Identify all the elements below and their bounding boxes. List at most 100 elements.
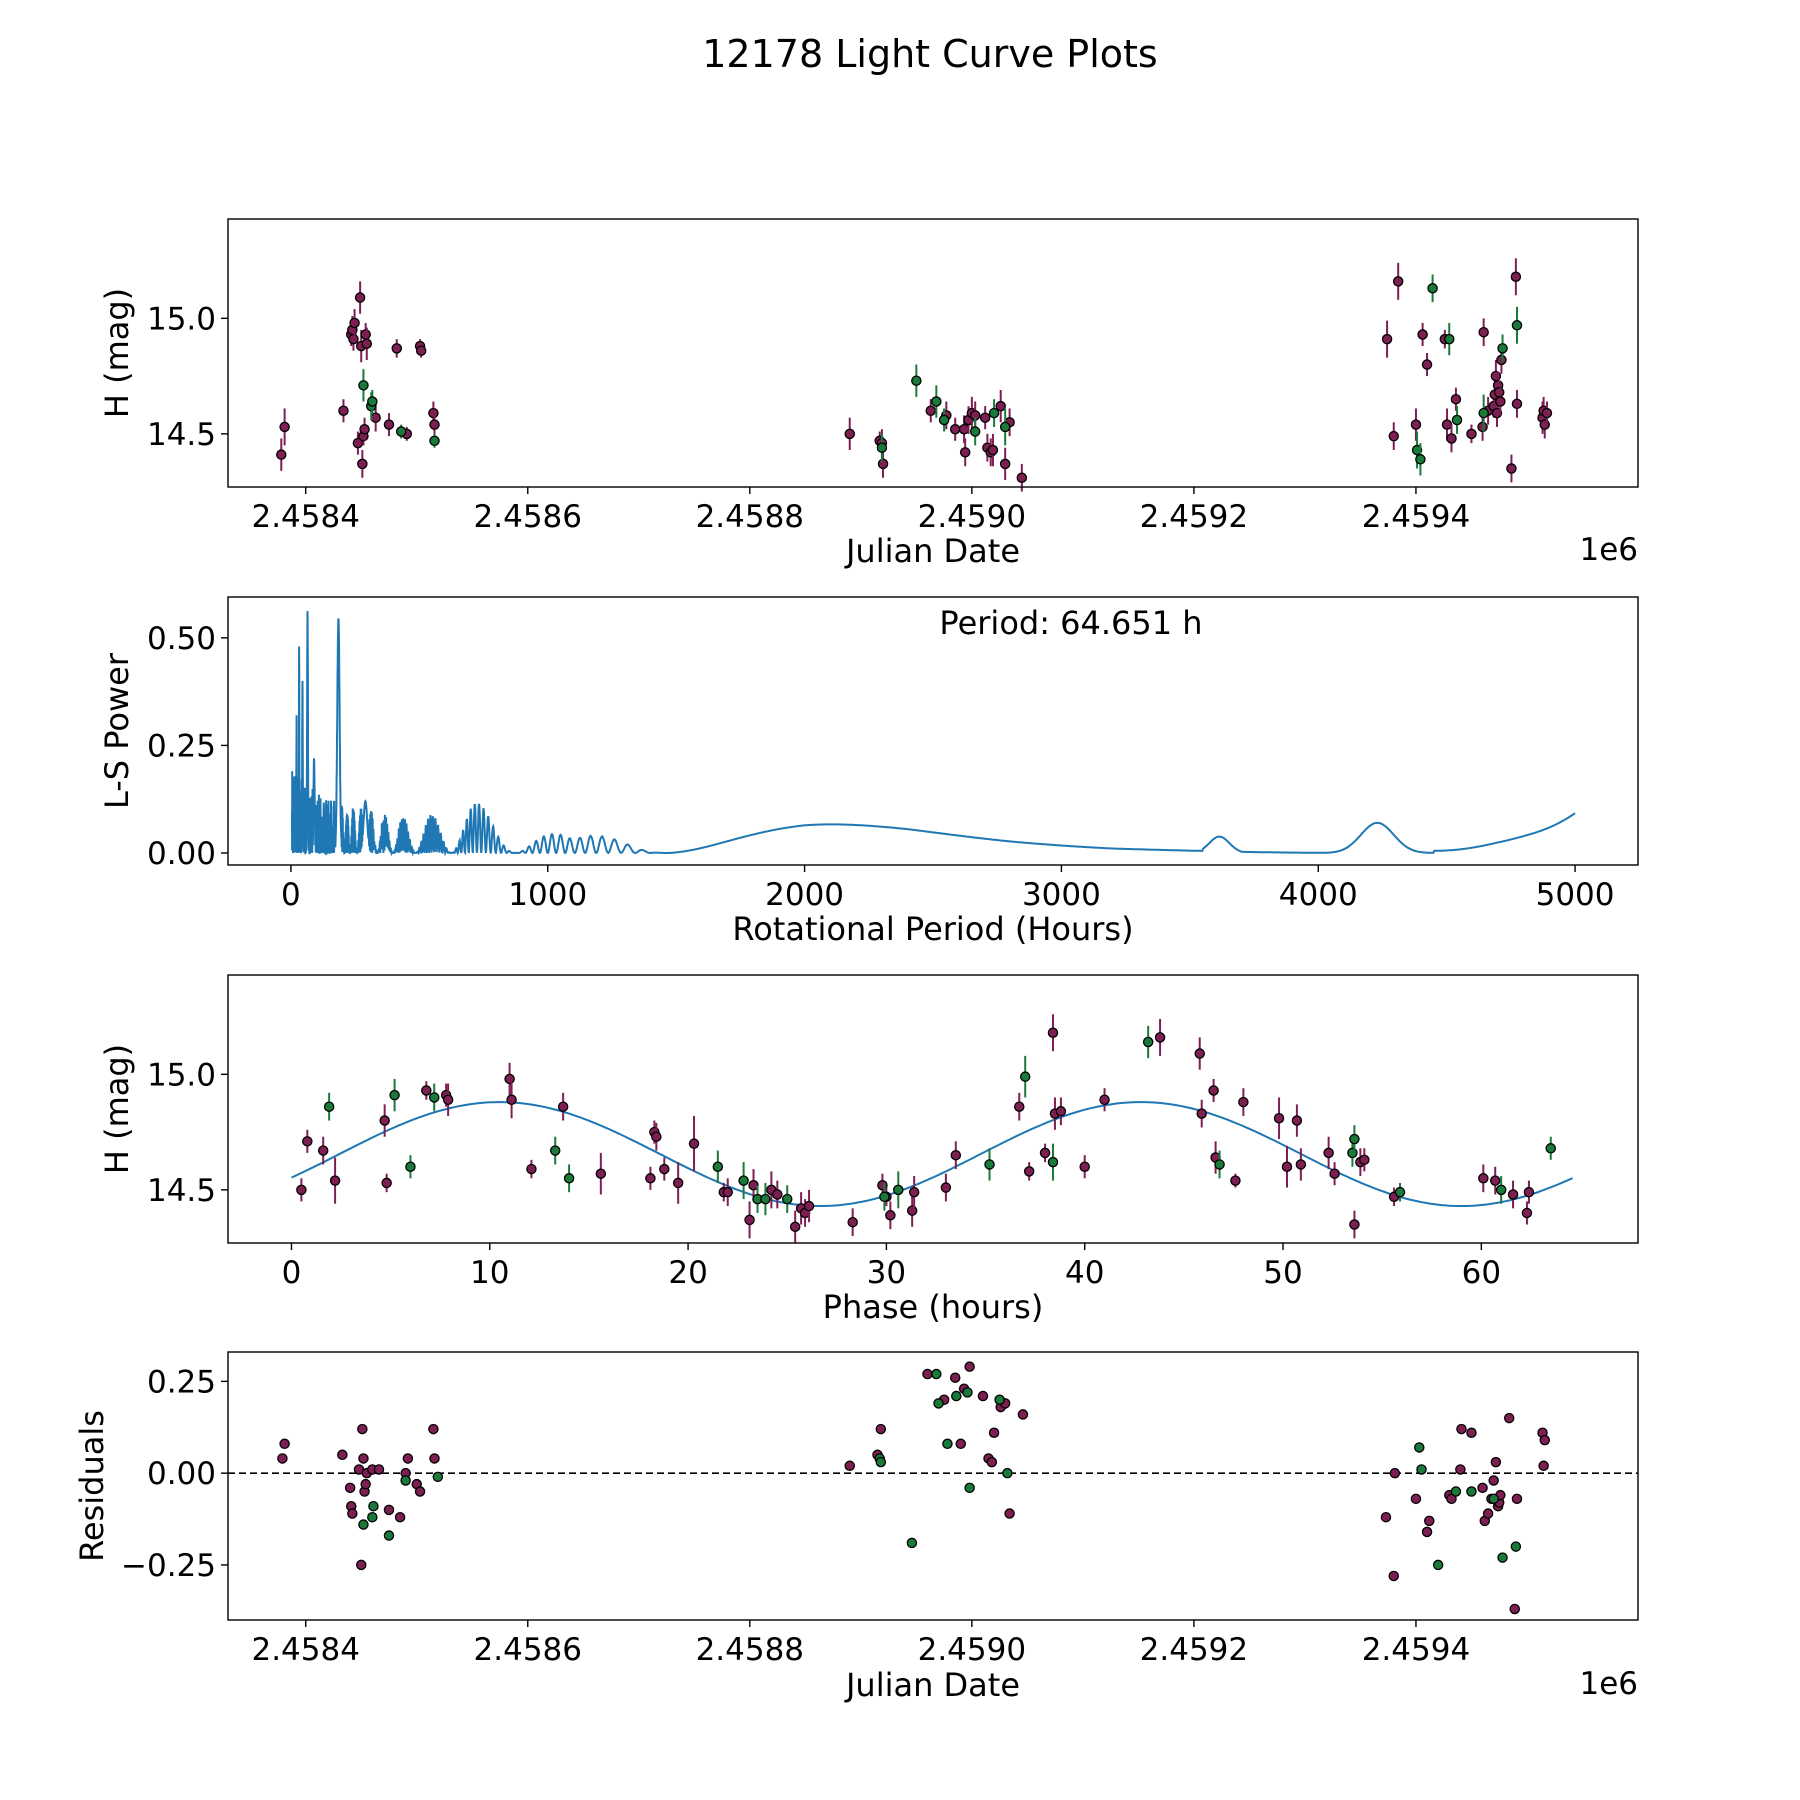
phased-point-green — [405, 1161, 416, 1173]
lightcurve-point-green — [931, 396, 942, 407]
lightcurve-point-magenta — [1392, 276, 1404, 287]
phased-point-green — [1545, 1143, 1556, 1154]
residuals-point-magenta — [1539, 1434, 1550, 1446]
lightcurve-point-magenta — [357, 458, 368, 470]
phased-point-magenta — [1047, 1027, 1059, 1039]
residuals-point-magenta — [1466, 1427, 1477, 1439]
residuals-point-magenta — [986, 1456, 998, 1468]
lightcurve-point-magenta — [844, 428, 855, 440]
residuals-point-green — [400, 1475, 411, 1486]
lightcurve-point-magenta — [276, 449, 287, 460]
phased-point-magenta — [789, 1221, 801, 1233]
phased-point-magenta — [1023, 1166, 1035, 1177]
residuals-offset-label: 1e6 — [1579, 1666, 1638, 1702]
phased-point-magenta — [950, 1149, 962, 1161]
residuals-ticks: 2.4584 2.4586 2.4588 2.4590 2.4592 2.4594 −0.2… — [121, 1364, 1470, 1668]
lightcurve-point-magenta — [370, 412, 381, 423]
residuals-xlabel: Julian Date — [844, 1666, 1020, 1704]
residuals-point-magenta — [1482, 1508, 1494, 1519]
phased-point-green — [738, 1175, 749, 1186]
residuals-ytick-label: 0.00 — [147, 1456, 216, 1492]
residuals-point-green — [368, 1500, 379, 1512]
lightcurve-point-green — [1451, 414, 1463, 426]
lightcurve-marks — [276, 258, 1553, 492]
lightcurve-point-magenta — [383, 419, 395, 430]
lightcurve-xlabel: Julian Date — [844, 532, 1020, 570]
residuals-point-magenta — [357, 1423, 368, 1435]
phased-point-magenta — [722, 1186, 733, 1198]
phased-point-magenta — [442, 1094, 454, 1106]
phased-point-magenta — [1230, 1175, 1241, 1186]
phased-point-magenta — [659, 1163, 670, 1175]
phased-point-magenta — [1273, 1112, 1285, 1124]
residuals-point-magenta — [337, 1449, 348, 1461]
residuals-point-magenta — [1455, 1464, 1466, 1475]
lightcurve-point-green — [988, 407, 1000, 419]
phased-point-green — [1495, 1184, 1507, 1196]
phased-point-green — [879, 1191, 890, 1203]
periodogram-ytick-label: 0.25 — [147, 728, 216, 764]
lightcurve-point-magenta — [391, 343, 403, 354]
phased-point-green — [781, 1193, 793, 1205]
residuals-point-magenta — [402, 1453, 414, 1464]
lightcurve-offset-label: 1e6 — [1579, 532, 1638, 568]
lightcurve-point-green — [969, 426, 981, 437]
lightcurve-point-magenta — [1381, 333, 1393, 345]
lightcurve-point-green — [395, 426, 407, 437]
lightcurve-point-magenta — [1510, 271, 1522, 283]
phased-point-green — [1349, 1133, 1360, 1145]
phased-point-magenta — [506, 1094, 517, 1106]
phased-point-magenta — [772, 1189, 783, 1200]
lightcurve-xtick-label: 2.4586 — [474, 499, 582, 535]
residuals-point-magenta — [1488, 1475, 1499, 1486]
phased-point-magenta — [803, 1200, 815, 1212]
lightcurve-ytick-label: 14.5 — [147, 417, 216, 453]
residuals-point-green — [933, 1398, 944, 1409]
phased-point-green — [984, 1159, 995, 1170]
phased-fit-curve — [291, 1101, 1574, 1207]
residuals-point-green — [367, 1511, 378, 1523]
phased-point-green — [1214, 1159, 1225, 1170]
residuals-point-magenta — [383, 1504, 395, 1516]
phased-xtick-label: 10 — [470, 1255, 509, 1291]
residuals-point-magenta — [949, 1372, 961, 1383]
lightcurve-point-magenta — [1446, 433, 1457, 444]
lightcurve-point-magenta — [987, 444, 999, 456]
residuals-point-magenta — [1388, 1570, 1399, 1582]
residuals-point-magenta — [429, 1453, 440, 1464]
phased-ticks: 0 10 20 30 40 50 60 14.5 15.0 — [147, 1057, 1501, 1291]
residuals-xtick-label: 2.4594 — [1362, 1632, 1470, 1668]
phased-point-magenta — [1507, 1189, 1519, 1200]
phased-point-magenta — [1489, 1175, 1501, 1186]
residuals-point-green — [994, 1394, 1005, 1405]
phased-point-magenta — [329, 1175, 341, 1186]
residuals-point-green — [432, 1471, 444, 1483]
phased-point-magenta — [1099, 1094, 1110, 1106]
residuals-point-magenta — [414, 1486, 426, 1497]
residuals-point-magenta — [1477, 1482, 1488, 1494]
residuals-frame — [227, 1351, 1639, 1621]
phased-point-green — [1019, 1071, 1031, 1082]
residuals-xtick-label: 2.4584 — [251, 1632, 359, 1668]
lightcurve-point-green — [1415, 454, 1426, 465]
periodogram-xtick-label: 0 — [281, 877, 301, 913]
residuals-point-green — [931, 1368, 942, 1380]
phased-xtick-label: 30 — [867, 1255, 906, 1291]
phased-ylabel: H (mag) — [98, 1044, 136, 1174]
residuals-point-magenta — [1538, 1460, 1549, 1472]
periodogram-ytick-label: 0.00 — [147, 836, 216, 872]
panel-periodogram: 0 1000 2000 3000 4000 5000 0.00 0.25 0.50 Period… — [98, 596, 1639, 948]
lightcurve-point-green — [938, 414, 950, 426]
residuals-point-magenta — [1410, 1493, 1422, 1505]
residuals-point-green — [1510, 1541, 1522, 1552]
panel-phased: 0 10 20 30 40 50 60 14.5 15.0 Phase (hours) H (m… — [98, 974, 1639, 1326]
periodogram-ytick-label: 0.50 — [147, 621, 216, 657]
lightcurve-point-magenta — [415, 345, 427, 356]
residuals-point-magenta — [347, 1508, 358, 1519]
lightcurve-point-magenta — [1441, 419, 1453, 430]
periodogram-xtick-label: 4000 — [1279, 877, 1358, 913]
residuals-point-magenta — [875, 1423, 887, 1435]
lightcurve-point-magenta — [959, 447, 971, 458]
lightcurve-point-magenta — [1511, 398, 1523, 410]
phased-point-magenta — [1359, 1154, 1370, 1166]
